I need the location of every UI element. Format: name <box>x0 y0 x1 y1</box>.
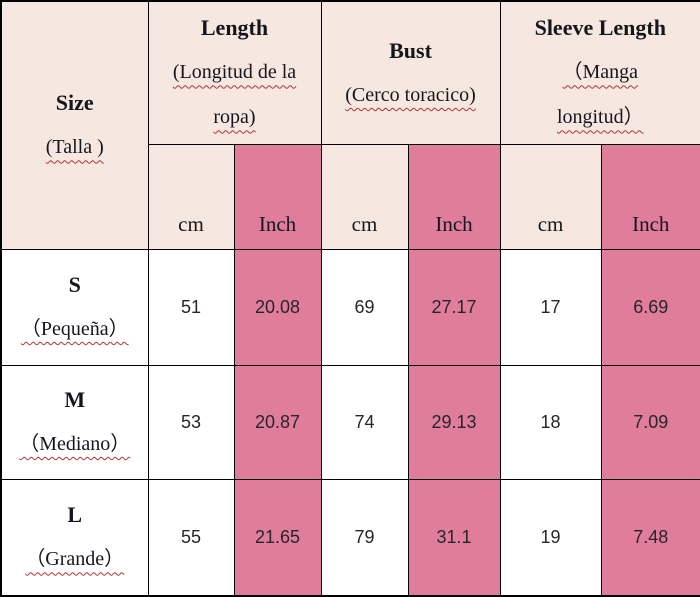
value-l-sleeve-cm: 19 <box>499 478 602 597</box>
value-l-bust-cm: 79 <box>320 478 409 597</box>
table-row-size-l: L （Grande） 55 21.65 79 31.1 19 7.48 <box>0 478 700 597</box>
unit-header-sleeve-inch: Inch <box>600 143 700 250</box>
size-name-l: L <box>67 502 83 528</box>
bust-subtitle: (Cerco toracico) <box>345 83 476 106</box>
table-row-size-m: M （Mediano） 53 20.87 74 29.13 18 7.09 <box>0 364 700 480</box>
sleeve-length-title: Sleeve Length <box>534 15 666 41</box>
value-m-length-cm: 53 <box>147 364 235 480</box>
size-subtitle-s: （Pequeña） <box>20 318 129 340</box>
sleeve-length-subtitle: （Manga longitud） <box>556 61 644 129</box>
value-s-bust-inch: 27.17 <box>407 248 501 366</box>
size-header-title: Size <box>55 90 94 116</box>
value-l-length-cm: 55 <box>147 478 235 597</box>
value-l-sleeve-inch: 7.48 <box>600 478 700 597</box>
value-m-length-inch: 20.87 <box>233 364 322 480</box>
length-title: Length <box>200 15 269 41</box>
group-header-sleeve-length: Sleeve Length （Manga longitud） <box>499 0 700 145</box>
group-header-length: Length (Longitud de la ropa) <box>147 0 322 145</box>
value-m-sleeve-inch: 7.09 <box>600 364 700 480</box>
size-label-cell-s: S （Pequeña） <box>0 248 149 366</box>
unit-header-length-inch: Inch <box>233 143 322 250</box>
size-name-s: S <box>68 272 81 297</box>
size-subtitle-l: （Grande） <box>25 548 125 571</box>
value-m-bust-inch: 29.13 <box>407 364 501 480</box>
value-s-bust-cm: 69 <box>320 248 409 366</box>
size-subtitle-m: （Mediano） <box>19 433 131 455</box>
value-m-bust-cm: 74 <box>320 364 409 480</box>
unit-header-bust-cm: cm <box>320 143 409 250</box>
value-m-sleeve-cm: 18 <box>499 364 602 480</box>
corner-header-size: Size (Talla ) <box>0 0 149 250</box>
group-header-bust: Bust (Cerco toracico) <box>320 0 501 145</box>
value-s-length-cm: 51 <box>147 248 235 366</box>
size-label-cell-l: L （Grande） <box>0 478 149 597</box>
size-label-cell-m: M （Mediano） <box>0 364 149 480</box>
value-s-sleeve-inch: 6.69 <box>600 248 700 366</box>
value-s-length-inch: 20.08 <box>233 248 322 366</box>
unit-header-length-cm: cm <box>147 143 235 250</box>
bust-title: Bust <box>389 37 432 63</box>
size-header-subtitle: (Talla ) <box>45 136 104 159</box>
value-l-bust-inch: 31.1 <box>407 478 501 597</box>
header-row-units: cm Inch cm Inch cm Inch <box>1 143 700 250</box>
value-l-length-inch: 21.65 <box>233 478 322 597</box>
size-name-m: M <box>64 387 86 412</box>
value-s-sleeve-cm: 17 <box>499 248 602 366</box>
length-subtitle: (Longitud de la ropa) <box>172 61 297 129</box>
table-row-size-s: S （Pequeña） 51 20.08 69 27.17 17 6.69 <box>0 248 700 366</box>
unit-header-sleeve-cm: cm <box>499 143 602 250</box>
header-row-groups: Size (Talla ) Length (Longitud de la rop… <box>0 0 700 250</box>
unit-header-bust-inch: Inch <box>407 143 501 250</box>
